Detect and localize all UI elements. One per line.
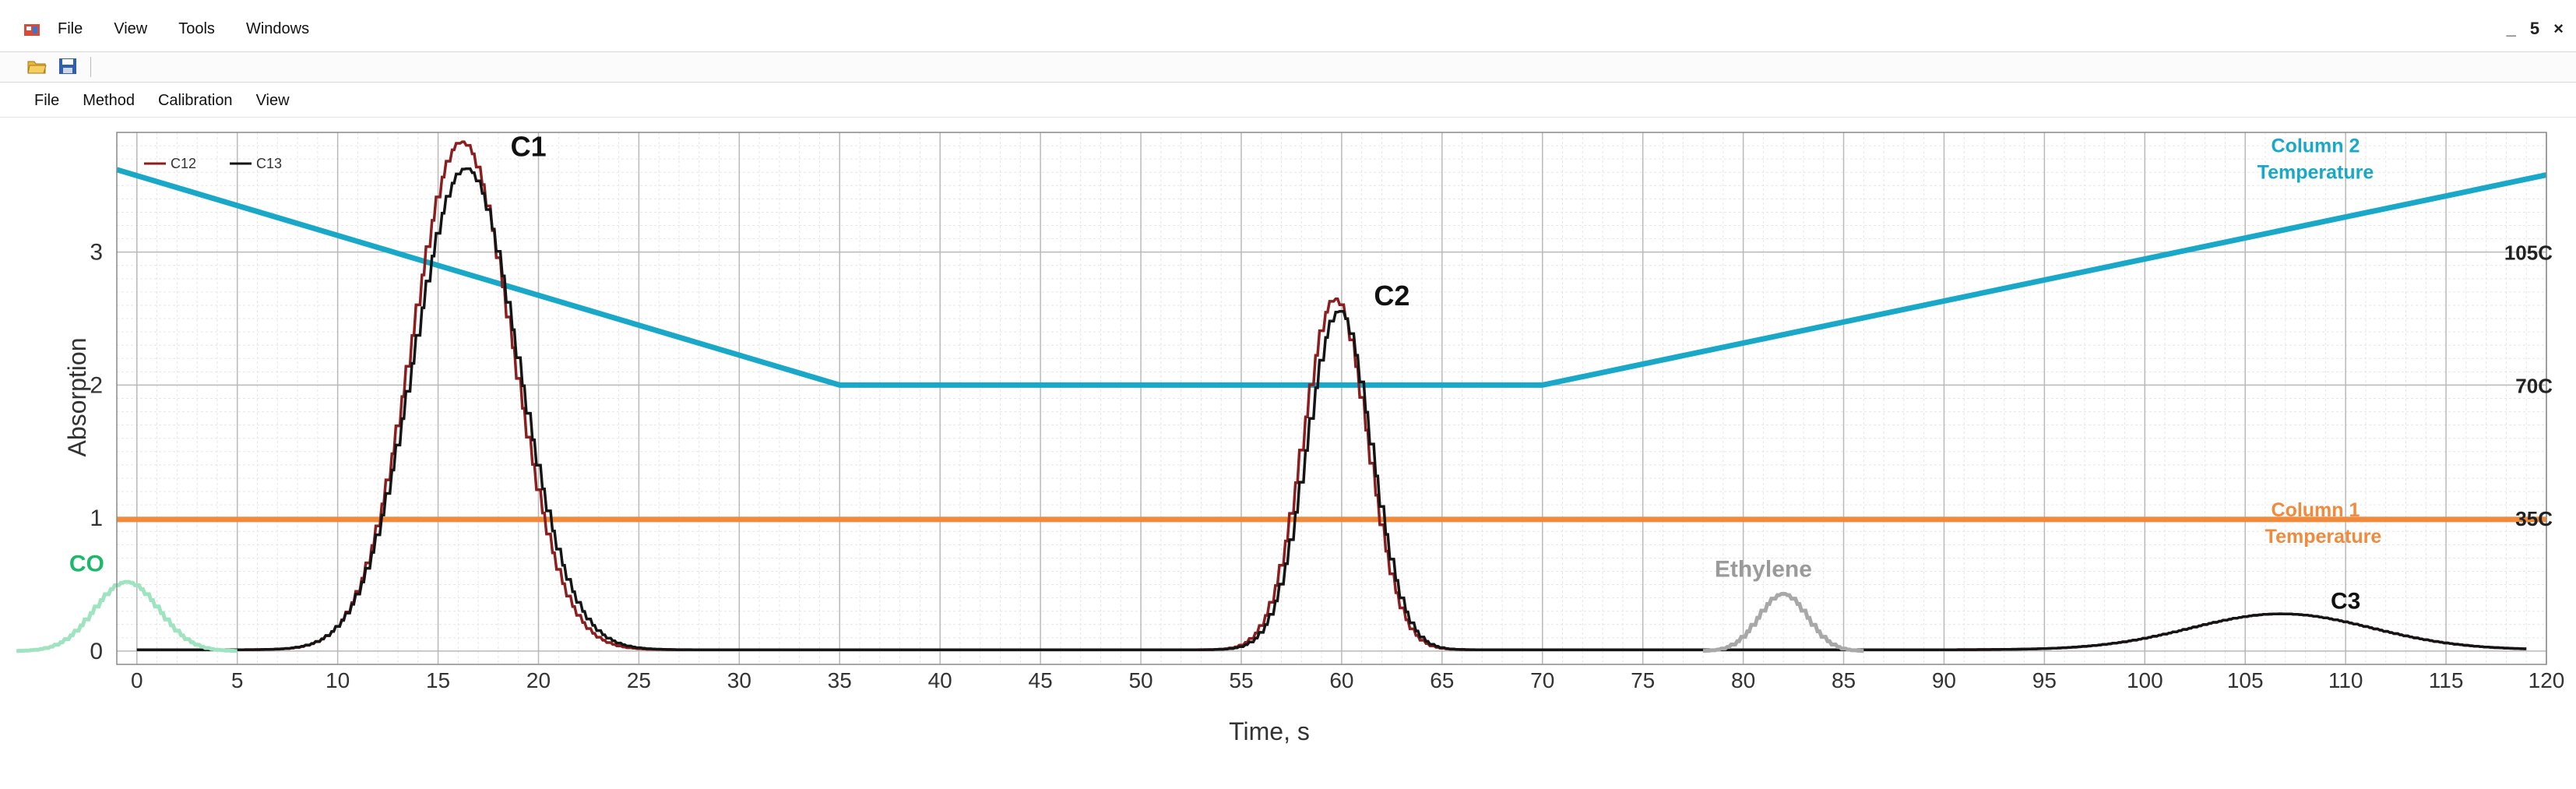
menu-view[interactable]: View	[114, 20, 148, 37]
series-column-2-temperature	[116, 167, 2547, 388]
series-c13	[136, 167, 2527, 651]
minor-grid	[116, 132, 2547, 665]
x-tick-label: 5	[231, 668, 244, 692]
axis-layer: 0 5 10 15 20 25 30 35 40 45 50 55 60 65 70 75 80 85 90 95 10…	[90, 132, 2564, 692]
toolbar-separator	[90, 57, 91, 77]
menu2-view[interactable]: View	[255, 92, 290, 109]
x-tick-label: 105	[2227, 668, 2264, 692]
x-tick-label: 60	[1329, 668, 1353, 692]
series-ethylene	[1703, 592, 1864, 653]
menu2-calibration[interactable]: Calibration	[157, 92, 233, 109]
right-temp-label: 105C	[2504, 241, 2553, 265]
x-tick-label: 45	[1029, 668, 1053, 692]
secondary-menu-bar: File Method Calibration View	[0, 83, 2576, 118]
series-c12	[136, 140, 2527, 651]
open-folder-icon[interactable]	[26, 57, 47, 76]
restore-button[interactable]: 5	[2529, 19, 2540, 38]
column2-temperature-label: Column 2	[2272, 136, 2360, 157]
legend-label: C12	[171, 156, 196, 171]
x-tick-label: 25	[627, 668, 651, 692]
right-temp-label: 70C	[2515, 374, 2553, 397]
plot-frame	[116, 132, 2547, 665]
x-tick-label: 10	[326, 668, 350, 692]
legend-label: C13	[256, 156, 282, 171]
series-co	[16, 579, 238, 653]
menu2-file[interactable]: File	[34, 92, 60, 109]
toolbar	[0, 51, 2576, 83]
y-tick-label: 0	[90, 639, 103, 664]
column2-temperature-label: Temperature	[2258, 162, 2374, 184]
x-tick-label: 55	[1229, 668, 1253, 692]
peak-label: C3	[2331, 588, 2360, 614]
x-tick-label: 75	[1631, 668, 1655, 692]
x-tick-label: 65	[1430, 668, 1454, 692]
right-temp-label: 35C	[2515, 507, 2553, 530]
chromatogram-chart[interactable]: 0 5 10 15 20 25 30 35 40 45 50 55 60 65 70 75 80 85 90 95 10…	[0, 117, 2576, 787]
series-layer	[16, 140, 2547, 653]
x-tick-label: 30	[727, 668, 751, 692]
x-tick-label: 80	[1731, 668, 1755, 692]
menu-file[interactable]: File	[58, 20, 83, 37]
x-tick-label: 95	[2032, 668, 2057, 692]
x-tick-label: 85	[1832, 668, 1856, 692]
menu-tools[interactable]: Tools	[178, 20, 215, 37]
menu2-method[interactable]: Method	[83, 92, 135, 109]
x-tick-label: 50	[1128, 668, 1153, 692]
column1-temperature-label: Temperature	[2265, 526, 2382, 548]
x-axis-label: Time, s	[1229, 717, 1310, 745]
y-tick-label: 1	[90, 505, 103, 531]
y-tick-label: 3	[90, 240, 103, 266]
save-icon[interactable]	[58, 57, 78, 76]
y-tick-label: 2	[90, 372, 103, 398]
x-tick-label: 100	[2127, 668, 2163, 692]
x-tick-label: 70	[1530, 668, 1554, 692]
x-tick-label: 35	[828, 668, 852, 692]
close-button[interactable]: ×	[2553, 19, 2564, 38]
title-bar: File View Tools Windows _ 5 ×	[0, 0, 2576, 50]
x-tick-label: 15	[426, 668, 450, 692]
peak-label: C2	[1374, 280, 1409, 312]
y-axis-label: Absorption	[63, 338, 91, 457]
menu-windows[interactable]: Windows	[245, 20, 310, 37]
x-tick-label: 20	[526, 668, 551, 692]
peak-label: C1	[511, 131, 547, 163]
x-tick-label: 120	[2528, 668, 2565, 692]
peak-label: CO	[69, 551, 104, 576]
x-tick-label: 90	[1932, 668, 1956, 692]
x-tick-label: 110	[2328, 668, 2363, 692]
app-icon	[24, 24, 40, 36]
label-layer: 105C 70C 35C Column 2 Temperature Column 1 Tem…	[69, 131, 2553, 615]
column1-temperature-label: Column 1	[2272, 499, 2360, 521]
x-tick-label: 0	[131, 668, 143, 692]
minimize-button[interactable]: _	[2506, 19, 2516, 38]
legend: C12 C13	[144, 156, 282, 171]
x-tick-label: 115	[2429, 668, 2464, 692]
window-controls: _ 5 ×	[2507, 19, 2564, 39]
main-menu: File View Tools Windows	[58, 20, 309, 38]
x-tick-label: 40	[928, 668, 952, 692]
peak-label: Ethylene	[1715, 556, 1812, 582]
secondary-menu: File Method Calibration View	[34, 92, 290, 110]
